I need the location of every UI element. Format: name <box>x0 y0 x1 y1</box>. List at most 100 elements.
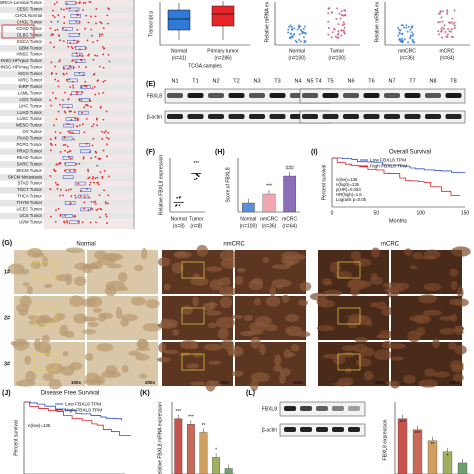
panel-letter: (G) <box>2 240 12 247</box>
dot <box>88 196 91 199</box>
dot <box>67 188 70 191</box>
tissue <box>203 343 223 351</box>
dot <box>95 209 98 212</box>
label: (n=100) <box>288 55 306 61</box>
dot <box>72 86 75 89</box>
histology-image <box>162 342 233 386</box>
dot <box>103 189 105 192</box>
band <box>445 93 462 98</box>
dot <box>407 41 410 44</box>
label: Relative mRNA ex <box>264 1 270 42</box>
tissue <box>32 252 45 258</box>
label: ### <box>285 165 294 171</box>
dot <box>78 124 81 127</box>
tissue <box>381 306 393 316</box>
row-label: UCEC Tumor <box>16 207 42 212</box>
bar <box>262 193 276 213</box>
tissue <box>180 305 193 315</box>
dot <box>287 31 290 34</box>
tissue <box>403 374 416 384</box>
label: mCRC <box>440 48 455 54</box>
dot <box>54 143 57 146</box>
tissue <box>450 280 458 290</box>
box <box>80 149 91 154</box>
tissue <box>298 254 306 260</box>
bar <box>199 432 208 474</box>
label: ** <box>202 423 206 429</box>
label: * <box>447 453 449 459</box>
dot <box>104 202 107 205</box>
box <box>65 168 77 173</box>
dot <box>52 33 55 36</box>
tissue <box>259 343 266 355</box>
dot <box>76 29 79 31</box>
dot <box>294 39 297 42</box>
dot <box>59 194 61 197</box>
dot <box>87 168 89 171</box>
tissue <box>220 257 238 269</box>
dot <box>296 28 299 31</box>
tissue <box>365 320 373 327</box>
row-label: BRCA-Luminal Tumor <box>0 0 42 5</box>
label: Overall Survival <box>389 150 431 156</box>
label: ** <box>431 442 435 448</box>
dot <box>55 97 57 100</box>
dot <box>90 28 93 31</box>
tissue <box>158 342 167 353</box>
tissue <box>438 315 455 321</box>
tissue <box>174 251 187 257</box>
row-band <box>0 148 134 155</box>
dot <box>49 27 52 30</box>
dot <box>100 22 103 24</box>
band <box>269 93 286 98</box>
dot <box>56 1 58 4</box>
tissue <box>322 353 342 359</box>
tissue <box>271 264 291 270</box>
dot <box>107 53 110 56</box>
dot <box>63 73 65 76</box>
dot <box>291 28 294 31</box>
dot <box>76 117 79 120</box>
tissue <box>82 329 96 335</box>
label: T1 <box>192 78 198 84</box>
tissue <box>290 344 300 352</box>
dot <box>64 143 67 146</box>
box <box>61 136 73 141</box>
dot <box>63 16 66 18</box>
dot <box>86 117 88 120</box>
dot <box>63 169 66 172</box>
dot <box>82 156 85 159</box>
dot <box>63 220 65 223</box>
dot <box>82 74 85 77</box>
band <box>249 93 265 98</box>
bar <box>212 457 221 474</box>
dot <box>65 72 68 75</box>
label: 100x <box>71 380 82 385</box>
box <box>68 33 80 37</box>
dot <box>89 105 92 108</box>
dot <box>95 118 98 121</box>
dot <box>97 183 100 186</box>
dot <box>57 80 59 82</box>
tissue <box>249 321 267 333</box>
dot <box>101 176 104 179</box>
dot <box>70 45 73 48</box>
dot <box>96 164 99 167</box>
dot <box>49 99 52 102</box>
box <box>79 143 90 147</box>
dot <box>398 32 401 35</box>
dot <box>71 47 74 50</box>
tissue <box>451 246 471 257</box>
dot <box>105 215 108 218</box>
tissue <box>48 378 62 390</box>
box <box>62 156 74 160</box>
tissue <box>84 372 100 385</box>
dot <box>327 20 330 23</box>
dot <box>106 143 108 146</box>
dot <box>62 99 64 101</box>
tissue <box>354 337 368 343</box>
label: 100x <box>219 380 230 385</box>
tissue <box>243 314 253 322</box>
dot <box>68 169 71 172</box>
dot <box>59 131 62 134</box>
